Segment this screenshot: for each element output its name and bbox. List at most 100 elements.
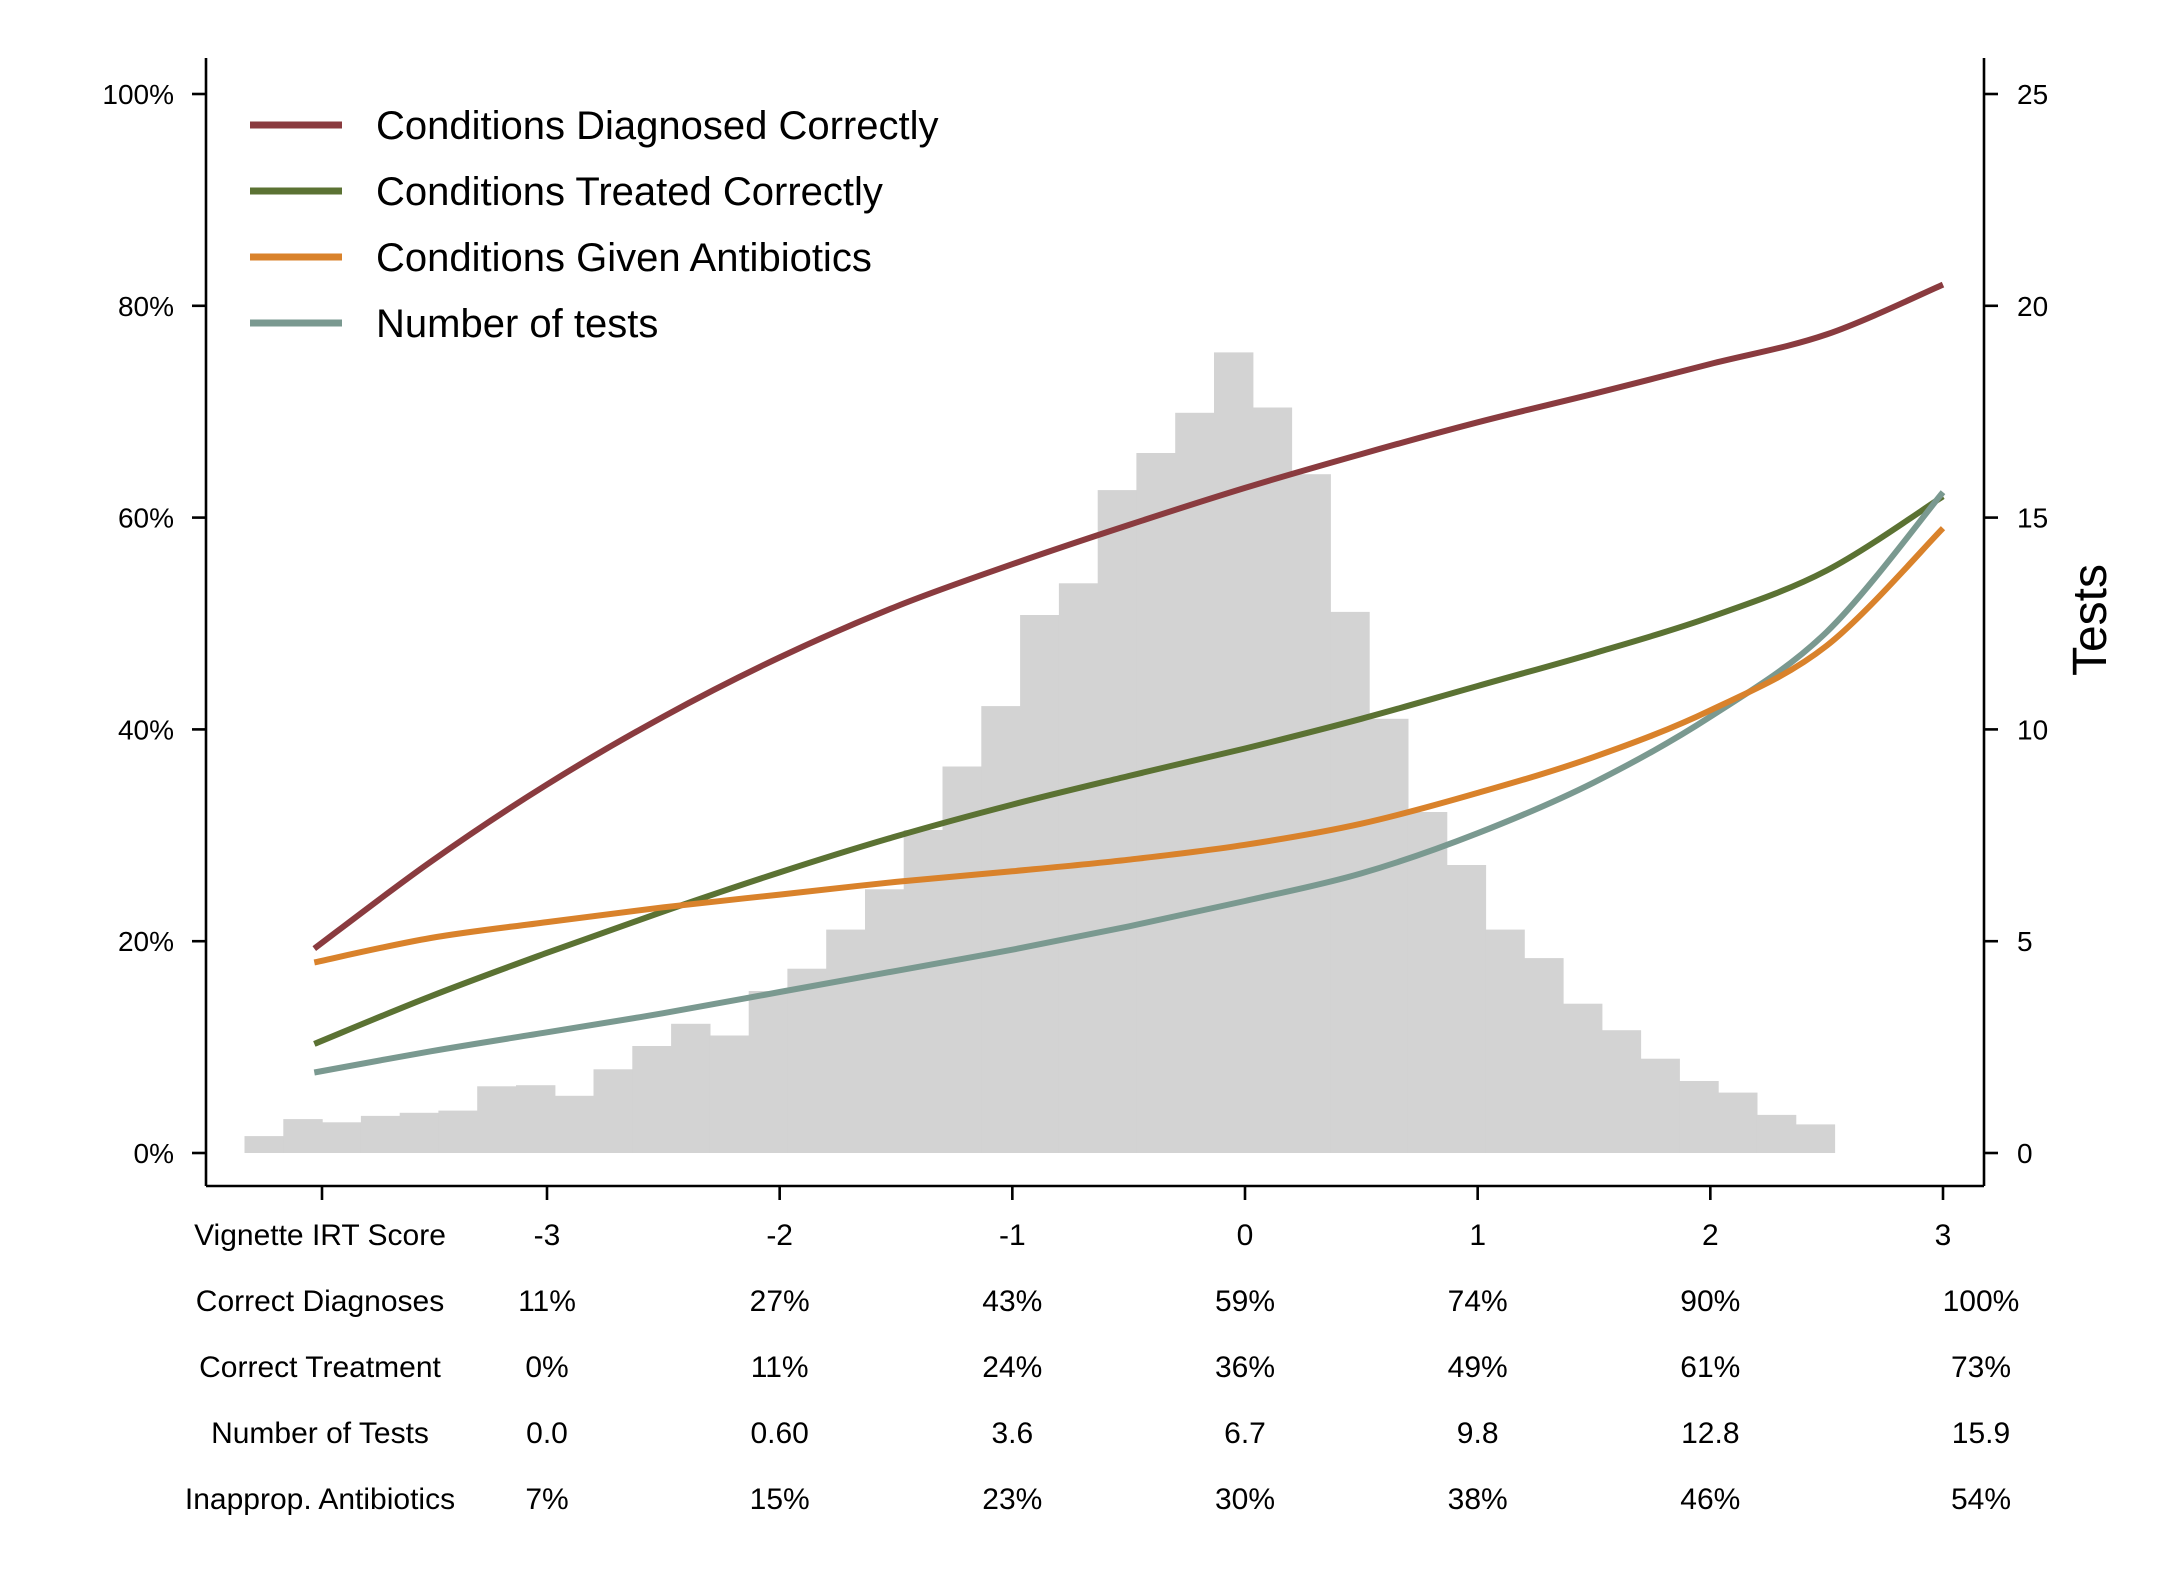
table-cell: 11% [751,1351,809,1384]
table-cell: 61% [1680,1351,1740,1384]
right-axis-tick-label: 15 [2017,503,2048,534]
histogram-bar [1679,1081,1719,1153]
series-lines [312,281,1946,1076]
table-cell: 15.9 [1952,1417,2010,1450]
table-cell: 36% [1215,1351,1275,1384]
table-cell: 0.60 [750,1417,808,1450]
histogram-bar [477,1086,517,1153]
histogram-bar [1640,1058,1680,1153]
histogram-bar [554,1095,595,1153]
table-row-label: Inapprop. Antibiotics [185,1483,455,1516]
table-cell: 0.0 [526,1417,568,1450]
histogram-bar [903,830,944,1153]
table-row-label: Number of Tests [211,1417,429,1450]
histogram-bar [748,991,789,1153]
legend-label: Conditions Diagnosed Correctly [376,104,939,148]
histogram-bar [1795,1124,1836,1153]
left-axis-tick-label: 80% [118,291,174,322]
table-header-label: Vignette IRT Score [194,1219,446,1252]
histogram-bar [283,1119,323,1153]
histogram-bar [322,1122,362,1153]
summary-table: Vignette IRT Score -3 -2 -1 0 1 2 3 Correct Diag… [185,1219,2019,1516]
right-axis-tick-label: 0 [2017,1138,2033,1169]
histogram-bar [1563,1003,1603,1153]
table-column-header: -2 [766,1219,793,1252]
histogram-bar [709,1035,750,1153]
histogram-bar [1718,1092,1758,1153]
table-cell: 12.8 [1681,1417,1739,1450]
table-cell: 6.7 [1224,1417,1266,1450]
left-axis-tick-label: 60% [118,503,174,534]
histogram [244,352,1836,1154]
histogram-bar [1524,958,1564,1153]
histogram-bar [1601,1030,1642,1153]
table-cell: 59% [1215,1285,1275,1318]
table-column-header: 2 [1702,1219,1719,1252]
axes: 0% 20% 40% 60% 80% 100% 0 5 10 15 20 25 [102,58,2048,1200]
histogram-bar [826,929,866,1153]
histogram-bar [438,1110,478,1153]
histogram-bar [1175,412,1215,1153]
histogram-bar [981,706,1021,1153]
histogram-bar [244,1136,284,1153]
left-axis-tick-label: 40% [118,714,174,745]
table-cell: 46% [1680,1483,1740,1516]
table-cell: 0% [525,1351,568,1384]
histogram-bar [1020,615,1060,1153]
histogram-bar [671,1023,711,1153]
table-cell: 49% [1448,1351,1508,1384]
series-line [313,493,1945,1047]
table-cell: 24% [982,1351,1042,1384]
legend-label: Conditions Given Antibiotics [376,236,872,280]
table-column-header: -1 [999,1219,1026,1252]
right-axis-title: Tests [2064,564,2117,676]
histogram-bar [1446,865,1487,1153]
right-axis-tick-label: 5 [2017,926,2033,957]
table-cell: 43% [982,1285,1042,1318]
table-cell: 11% [518,1285,576,1318]
histogram-bar [1756,1114,1797,1153]
table-column-header: 3 [1935,1219,1952,1252]
table-cell: 7% [525,1483,568,1516]
table-column-header: 0 [1237,1219,1254,1252]
table-cell: 27% [750,1285,810,1318]
left-axis-tick-label: 0% [134,1138,174,1169]
table-cell: 23% [982,1483,1042,1516]
table-column-header: -3 [534,1219,561,1252]
histogram-bar [593,1069,633,1153]
histogram-bar [1485,929,1525,1153]
histogram-bar [399,1112,440,1153]
left-axis-tick-label: 20% [118,926,174,957]
table-cell: 74% [1448,1285,1508,1318]
histogram-bar [1136,453,1176,1153]
left-axis-tick-label: 100% [102,79,174,110]
table-cell: 54% [1951,1483,2011,1516]
table-cell: 3.6 [991,1417,1033,1450]
histogram-bar [1291,474,1331,1153]
series-line [313,526,1946,966]
table-column-header: 1 [1469,1219,1486,1252]
histogram-bar [865,889,905,1153]
right-axis-tick-label: 25 [2017,79,2048,110]
series-line [313,490,1946,1076]
histogram-bar [516,1085,556,1153]
histogram-bar [632,1046,672,1153]
histogram-bar [787,968,827,1153]
right-axis-tick-label: 20 [2017,291,2048,322]
table-cell: 15% [750,1483,810,1516]
histogram-bar [1097,490,1138,1154]
table-cell: 100% [1943,1285,2020,1318]
table-row-label: Correct Treatment [199,1351,441,1384]
table-cell: 38% [1448,1483,1508,1516]
legend: Conditions Diagnosed Correctly Conditions… [250,104,939,346]
table-row-label: Correct Diagnoses [196,1285,444,1318]
table-cell: 73% [1951,1351,2011,1384]
histogram-bar [360,1115,401,1153]
histogram-bar [1407,812,1448,1153]
legend-label: Conditions Treated Correctly [376,170,883,214]
series-line [312,281,1945,952]
legend-label: Number of tests [376,302,658,346]
table-cell: 9.8 [1457,1417,1499,1450]
